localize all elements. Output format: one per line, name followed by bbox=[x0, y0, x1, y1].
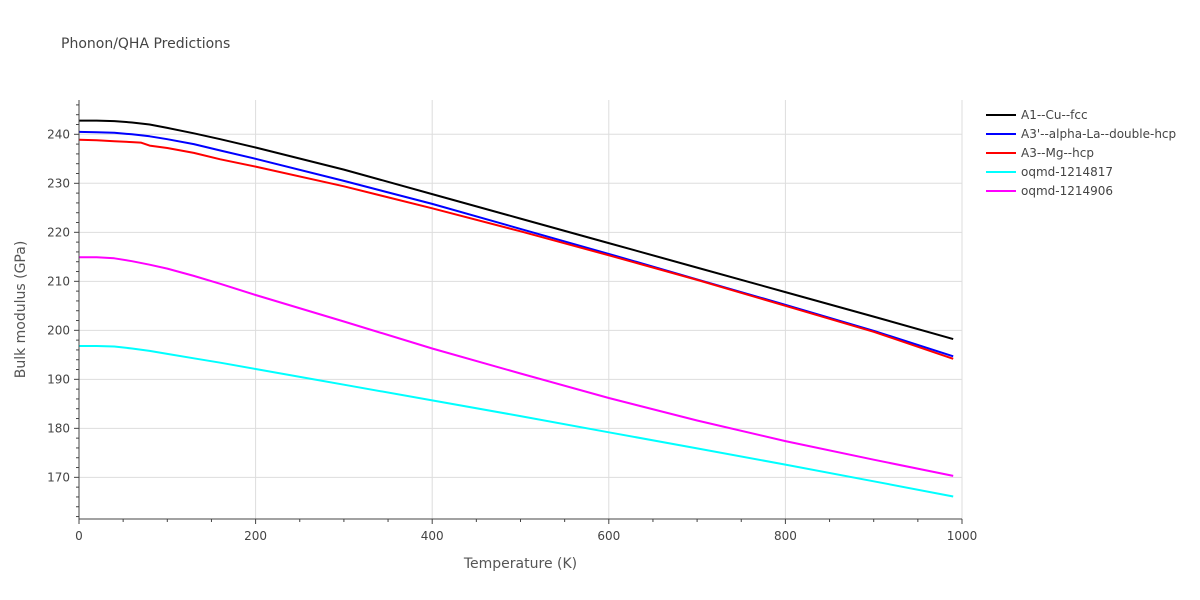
x-tick-label: 600 bbox=[597, 529, 620, 543]
x-tick-label: 1000 bbox=[947, 529, 978, 543]
series-line bbox=[79, 119, 954, 341]
x-axis-title: Temperature (K) bbox=[463, 556, 577, 572]
legend-label: A1--Cu--fcc bbox=[1021, 108, 1088, 122]
y-tick-label: 230 bbox=[47, 176, 70, 190]
series-lines bbox=[78, 119, 954, 498]
x-tick-label: 0 bbox=[75, 529, 83, 543]
legend-label: oqmd-1214906 bbox=[1021, 184, 1113, 198]
y-tick-label: 190 bbox=[47, 372, 70, 386]
legend-label: A3--Mg--hcp bbox=[1021, 146, 1094, 160]
axes bbox=[74, 100, 963, 524]
y-axis-title: Bulk modulus (GPa) bbox=[13, 241, 29, 379]
y-tick-label: 170 bbox=[47, 470, 70, 484]
legend-label: oqmd-1214817 bbox=[1021, 165, 1113, 179]
series-line bbox=[78, 130, 954, 358]
x-tick-label: 800 bbox=[774, 529, 797, 543]
grid-lines bbox=[79, 100, 963, 519]
y-tick-label: 220 bbox=[47, 225, 70, 239]
y-tick-label: 210 bbox=[47, 274, 70, 288]
chart-title: Phonon/QHA Predictions bbox=[61, 36, 231, 52]
x-tick-label: 200 bbox=[244, 529, 267, 543]
x-tick-labels: 0 200 400 600 800 1000 bbox=[75, 529, 977, 543]
y-tick-label: 240 bbox=[47, 127, 70, 141]
legend-label: A3'--alpha-La--double-hcp bbox=[1021, 127, 1176, 141]
y-tick-labels: 170 180 190 200 210 220 230 240 bbox=[47, 127, 70, 484]
series-line bbox=[79, 256, 954, 477]
y-tick-label: 200 bbox=[47, 323, 70, 337]
x-tick-label: 400 bbox=[421, 529, 444, 543]
series-line bbox=[78, 138, 954, 360]
legend: A1--Cu--fcc A3'--alpha-La--double-hcp A3--… bbox=[986, 108, 1176, 198]
series-line bbox=[79, 345, 954, 498]
y-tick-label: 180 bbox=[47, 421, 70, 435]
